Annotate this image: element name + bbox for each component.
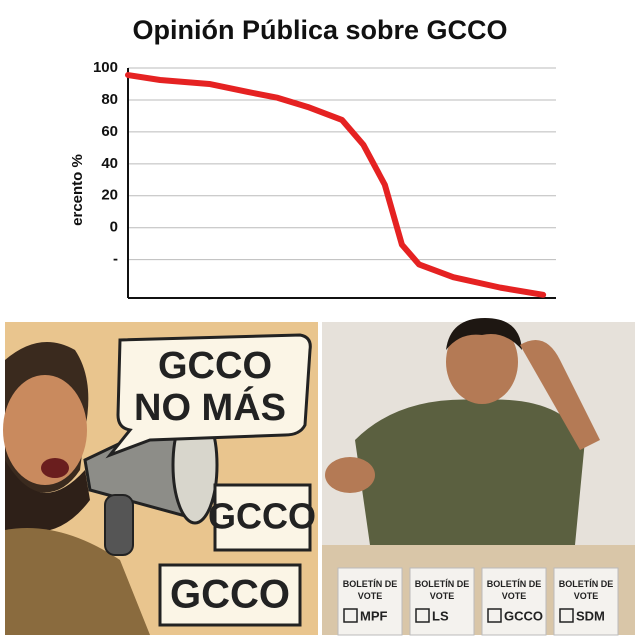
y-tick-label: 80 [101,91,118,108]
ballot-option: SDM [576,608,605,623]
ballot-title: BOLETÍN DE VOTE [415,579,470,601]
bubble-text: GCCO [158,345,272,387]
megaphone-handle [104,494,134,556]
ballot-title: BOLETÍN DE VOTE [343,579,398,601]
mouth [41,458,69,478]
ballot [337,567,403,636]
face [3,375,87,485]
hand [325,457,375,493]
y-tick-label: 40 [101,155,118,172]
speech-bubble [105,333,312,459]
ballot-title: BOLETÍN DE VOTE [487,579,542,601]
ballot-option: LS [432,608,449,623]
bubble-text: NO MÁS [134,385,286,429]
arm [520,340,600,450]
hair [446,318,522,350]
beard [5,460,90,532]
ballot-checkbox [487,608,502,623]
sign [158,563,302,627]
sign-text: GCCO [208,496,316,537]
line [125,72,547,298]
sign-text: GCCO [170,573,290,617]
ballot-checkbox [559,608,574,623]
ballot-option: MPF [360,608,388,623]
ballot [481,567,547,636]
shirt [355,399,585,545]
ballot [409,567,475,636]
face [446,320,518,404]
ballot-checkbox [415,608,430,623]
shirt [5,528,150,635]
chart-background [0,0,640,320]
ballot-checkbox [343,608,358,623]
chart-title: Opinión Pública sobre GCCO [132,15,507,45]
protest-panel: GCCO NO MÁS GCCO GCCO [3,322,318,635]
y-tick-label: 20 [101,187,118,204]
ballot [553,567,619,636]
y-tick-label: 100 [93,59,118,76]
y-tick-label: 0 [110,219,118,236]
ballot-option: GCCO [504,608,543,623]
y-axis-label: ercento % [69,154,86,226]
sign [213,483,312,552]
ballot-title: BOLETÍN DE VOTE [559,579,614,601]
y-tick-label: 60 [101,123,118,140]
y-tick-label: - [113,251,118,268]
